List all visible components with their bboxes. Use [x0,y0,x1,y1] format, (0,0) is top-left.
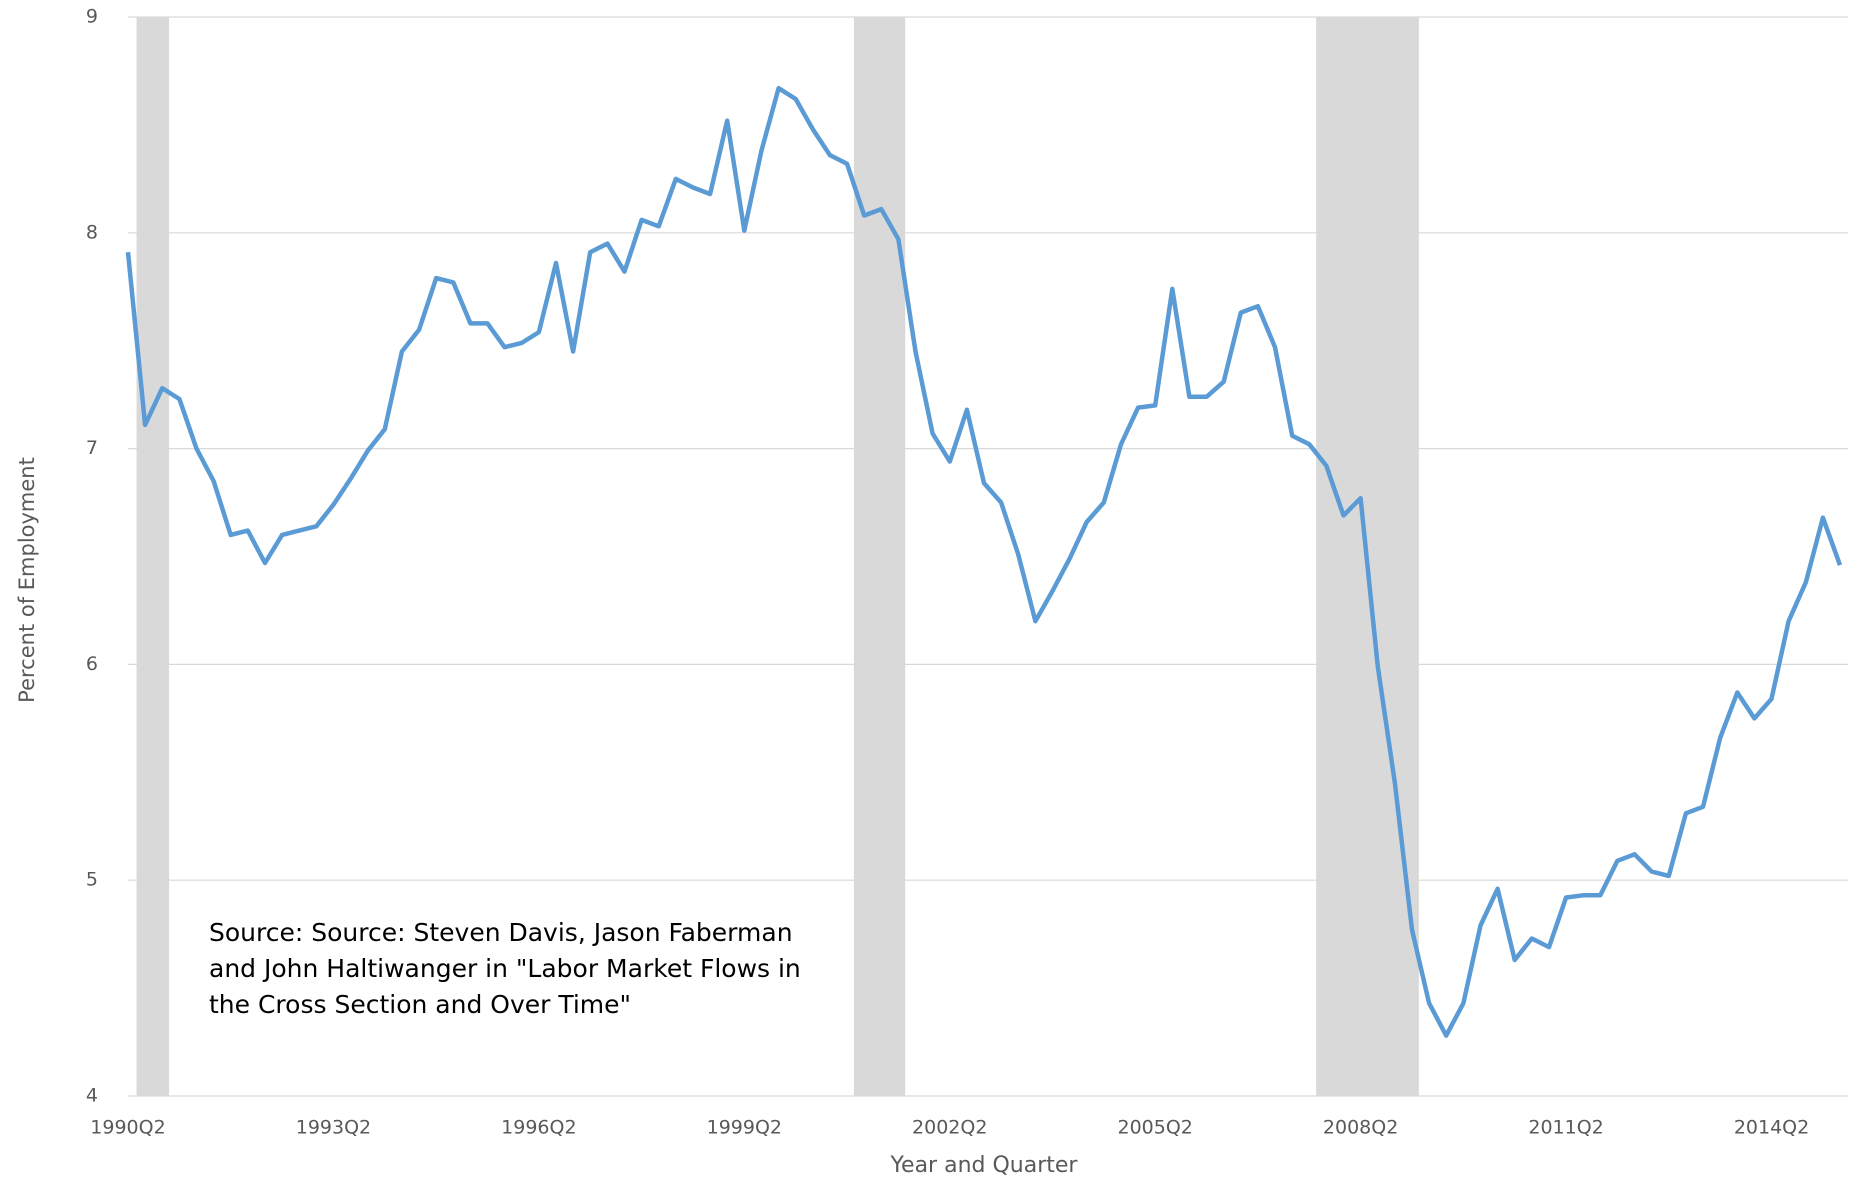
x-tick-label: 2005Q2 [1117,1117,1192,1139]
x-tick-label: 2008Q2 [1323,1117,1398,1139]
y-tick-label: 4 [86,1085,98,1107]
y-tick-label: 6 [86,653,98,675]
x-axis-label: Year and Quarter [890,1153,1079,1178]
y-tick-label: 7 [86,437,98,459]
recession-band [853,17,906,1096]
data-line [125,85,1843,1038]
y-axis-label: Percent of Employment [15,457,39,703]
y-tick-label: 5 [86,869,98,891]
x-tick-label: 1999Q2 [707,1117,782,1139]
x-tick-label: 2002Q2 [912,1117,987,1139]
x-tick-label: 2014Q2 [1734,1117,1809,1139]
recession-band [136,17,170,1096]
annotation: Source: Source: Steven Davis, Jason Fabe… [209,918,801,1019]
x-tick-label: 1990Q2 [90,1117,165,1139]
y-tick-label: 9 [86,6,98,28]
x-tick-label: 2011Q2 [1528,1117,1603,1139]
x-tick-label: 1996Q2 [501,1117,576,1139]
x-tick-label: 1993Q2 [296,1117,371,1139]
y-tick-label: 8 [86,221,98,243]
